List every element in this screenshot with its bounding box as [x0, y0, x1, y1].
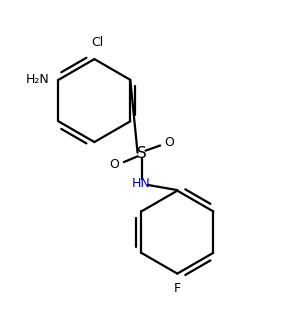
Text: F: F	[174, 282, 181, 295]
Text: O: O	[110, 158, 120, 171]
Text: HN: HN	[132, 177, 151, 190]
Text: H₂N: H₂N	[26, 73, 50, 86]
Text: Cl: Cl	[91, 36, 103, 49]
Text: O: O	[164, 136, 174, 149]
Text: S: S	[137, 146, 146, 161]
